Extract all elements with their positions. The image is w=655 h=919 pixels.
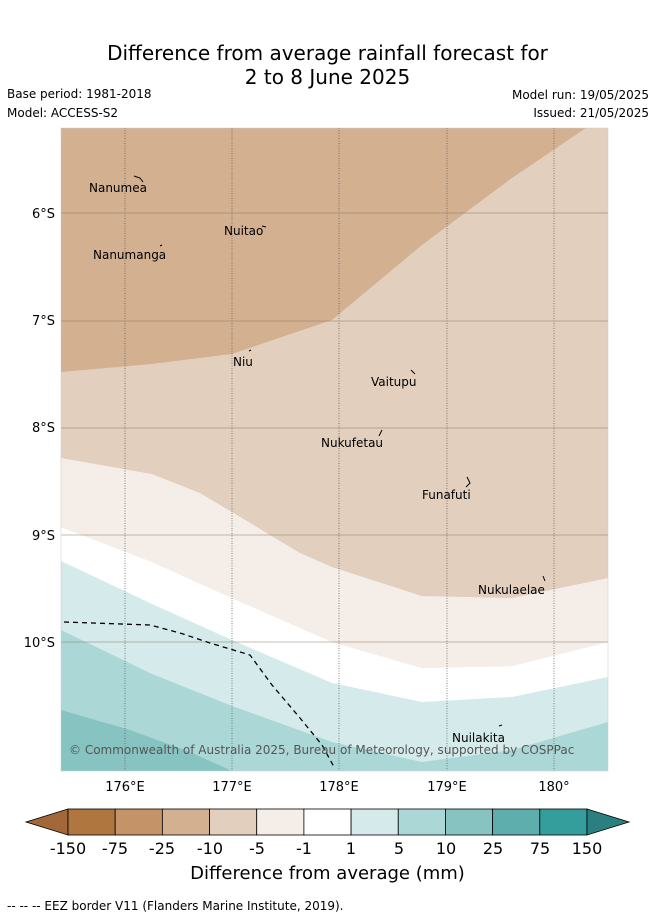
place-label-niu: Niu [233,355,253,369]
lat-label-9s: 9°S [32,529,55,544]
place-label-nanumanga: Nanumanga [93,248,166,262]
title-line-1: Difference from average rainfall forecas… [107,41,548,65]
colorbar-label-5: 5 [393,839,405,858]
colorbar-label-25: 25 [482,839,504,858]
gridlines [124,128,555,771]
colorbar-title: Difference from average (mm) [190,863,465,884]
colorbar-label-10: 10 [435,839,457,858]
map-plot-area: Nanumea Nuitao Nanumanga Niu Vaitupu Nuk… [61,128,608,771]
colorbar-label-75: 75 [529,839,551,858]
lon-label-180: 180° [538,780,569,795]
lat-tick-labels: 6°S 7°S 8°S 9°S 10°S [24,207,55,651]
base-period: Base period: 1981-2018 [7,87,152,101]
colorbar-label-minus25: -25 [148,839,176,858]
band-minus10-to-minus5 [61,128,608,598]
colorbar-swatch-3 [161,808,210,836]
band-5-to-10 [61,630,608,771]
band-minus1-to-1 [61,527,608,702]
title-line-2: 2 to 8 June 2025 [244,65,411,89]
island-outlines [133,175,546,727]
lon-label-178e: 178°E [319,780,359,795]
colorbar-swatch-11 [539,808,588,836]
map-frame [60,127,609,772]
lat-label-6s: 6°S [32,207,55,222]
colorbar-label-minus10: -10 [196,839,224,858]
place-labels: Nanumea Nuitao Nanumanga Niu Vaitupu Nuk… [89,181,545,745]
colorbar-extend-high [586,808,631,836]
colorbar-swatch-10 [492,808,541,836]
colorbar [24,808,631,836]
colorbar-swatch-7 [350,808,399,836]
lon-label-177e: 177°E [212,780,252,795]
colorbar-swatch-2 [114,808,163,836]
place-label-nanumea: Nanumea [89,181,147,195]
place-label-nukulaelae: Nukulaelae [478,583,545,597]
band-minus5-to-minus1 [61,458,608,668]
place-label-vaitupu: Vaitupu [371,375,417,389]
colorbar-swatch-6 [303,808,352,836]
colorbar-swatch-5 [256,808,305,836]
band-10-to-25 [61,710,232,771]
lon-tick-labels: 176°E 177°E 178°E 179°E 180° [105,780,569,795]
issued-date: Issued: 21/05/2025 [533,106,649,120]
place-label-funafuti: Funafuti [422,488,471,502]
colorbar-label-150: 150 [571,839,603,858]
colorbar-label-1: 1 [345,839,357,858]
band-minus25-to-minus10 [61,128,586,372]
colorbar-swatch-9 [445,808,494,836]
colorbar-extend-low [24,808,69,836]
colorbar-label-minus150: -150 [49,839,87,858]
model-run: Model run: 19/05/2025 [511,88,649,102]
colorbar-label-minus5: -5 [249,839,265,858]
place-label-nuilakita: Nuilakita [452,731,505,745]
model-name: Model: ACCESS-S2 [7,106,119,120]
lon-label-179e: 179°E [427,780,467,795]
place-label-nukufetau: Nukufetau [321,436,383,450]
lat-label-10s: 10°S [24,636,55,651]
copyright-notice: © Commonwealth of Australia 2025, Bureau… [69,743,574,757]
eez-border [63,621,335,768]
eez-footnote: -- -- -- EEZ border V11 (Flanders Marine… [7,899,344,913]
lat-gridlines [61,212,608,643]
colorbar-swatch-4 [209,808,258,836]
lat-label-8s: 8°S [32,421,55,436]
colorbar-swatch-1 [67,808,116,836]
lat-label-7s: 7°S [32,314,55,329]
colorbar-label-minus1: -1 [296,839,312,858]
colorbar-swatch-8 [397,808,446,836]
place-label-nuitao: Nuitao [224,224,263,238]
colorbar-label-minus75: -75 [101,839,129,858]
lon-label-176e: 176°E [105,780,145,795]
